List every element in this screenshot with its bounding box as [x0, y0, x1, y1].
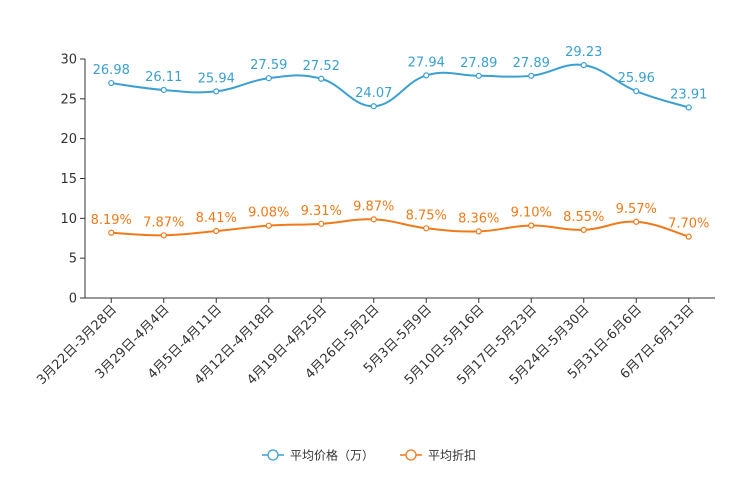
data-point[interactable] [160, 232, 167, 239]
data-label: 27.52 [303, 59, 340, 74]
legend-swatch-marker [267, 449, 279, 461]
data-point[interactable] [265, 222, 272, 229]
data-point[interactable] [633, 88, 640, 95]
data-point[interactable] [475, 72, 482, 79]
data-point[interactable] [423, 225, 430, 232]
data-point[interactable] [580, 62, 587, 69]
data-label: 8.36% [458, 211, 499, 226]
data-point[interactable] [685, 104, 692, 111]
y-tick-label: 30 [60, 53, 77, 68]
data-label: 27.89 [460, 56, 497, 71]
data-point[interactable] [108, 229, 115, 236]
data-point[interactable] [528, 72, 535, 79]
data-label: 8.19% [91, 213, 132, 228]
data-label: 25.94 [198, 71, 235, 86]
data-point[interactable] [318, 75, 325, 82]
data-label: 8.41% [196, 211, 237, 226]
data-point[interactable] [580, 226, 587, 233]
legend-item-1[interactable]: 平均折扣 [400, 448, 476, 463]
data-point[interactable] [685, 233, 692, 240]
data-point[interactable] [160, 86, 167, 94]
data-point[interactable] [370, 216, 377, 223]
data-label: 9.10% [511, 206, 552, 221]
data-label: 24.07 [355, 86, 392, 101]
data-point[interactable] [370, 103, 377, 110]
data-label: 9.87% [353, 199, 394, 214]
data-label: 9.57% [616, 202, 657, 217]
series-layer: 26.98 26.11 25.94 27.59 27.52 24.07 27.94 27.89… [91, 45, 709, 240]
data-point[interactable] [423, 72, 430, 79]
data-label: 25.96 [618, 71, 655, 86]
y-tick-label: 10 [60, 212, 77, 227]
series-1: 8.19% 7.87% 8.41% 9.08% 9.31% 9.87% 8.75% 8.36%… [91, 199, 709, 240]
legend-swatch-marker [405, 449, 417, 461]
y-tick-label: 15 [60, 172, 77, 187]
data-label: 26.11 [145, 70, 182, 85]
data-label: 27.94 [408, 55, 445, 70]
y-tick-label: 0 [69, 292, 77, 307]
data-point[interactable] [213, 88, 220, 95]
data-label: 7.70% [668, 217, 709, 232]
legend-label: 平均折扣 [428, 448, 476, 463]
data-point[interactable] [108, 79, 115, 87]
data-label: 29.23 [565, 45, 602, 60]
y-tick-label: 25 [60, 92, 77, 107]
data-point[interactable] [475, 228, 482, 235]
series-0: 26.98 26.11 25.94 27.59 27.52 24.07 27.94 27.89… [93, 45, 707, 111]
legend-item-0[interactable]: 平均价格（万） [262, 448, 374, 463]
data-label: 7.87% [143, 215, 184, 230]
data-label: 8.75% [406, 208, 447, 223]
data-label: 23.91 [670, 88, 707, 103]
data-label: 9.08% [248, 206, 289, 221]
series-line [111, 218, 690, 238]
data-label: 27.59 [250, 58, 287, 73]
y-tick-label: 20 [60, 132, 77, 147]
data-label: 27.89 [513, 56, 550, 71]
data-label: 26.98 [93, 63, 130, 78]
data-point[interactable] [213, 227, 220, 235]
data-point[interactable] [528, 222, 535, 229]
data-label: 9.31% [301, 204, 342, 219]
data-label: 8.55% [563, 210, 604, 225]
data-point[interactable] [265, 75, 272, 82]
y-tick-label: 5 [69, 252, 77, 267]
data-point[interactable] [633, 218, 640, 225]
legend: 平均价格（万） 平均折扣 [262, 448, 476, 463]
legend-label: 平均价格（万） [290, 448, 374, 463]
data-point[interactable] [318, 220, 325, 227]
